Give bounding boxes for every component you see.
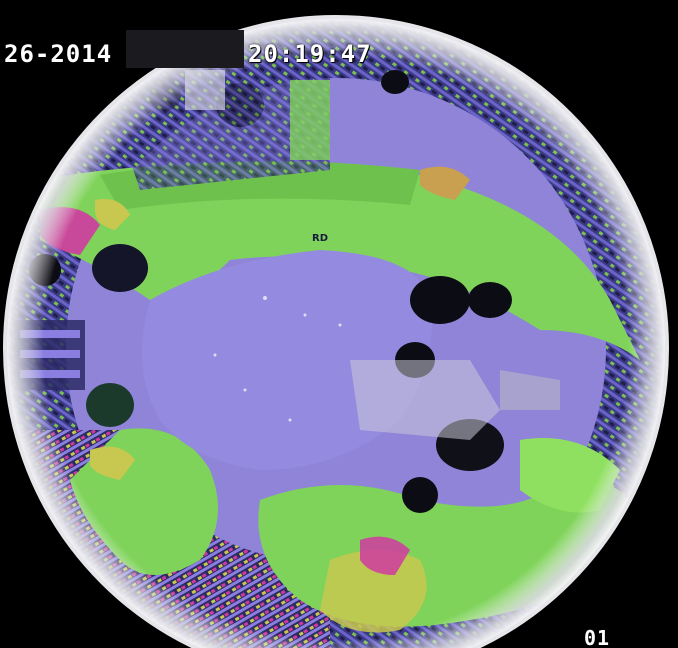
timestamp-time: 20:19:47 [248,40,372,68]
timestamp-date: 26-2014 [4,40,113,68]
redaction-bar [126,30,244,68]
camera-channel-label: 01 [584,626,611,648]
lens-rim-glow [4,16,668,648]
lens-rim [3,15,669,648]
